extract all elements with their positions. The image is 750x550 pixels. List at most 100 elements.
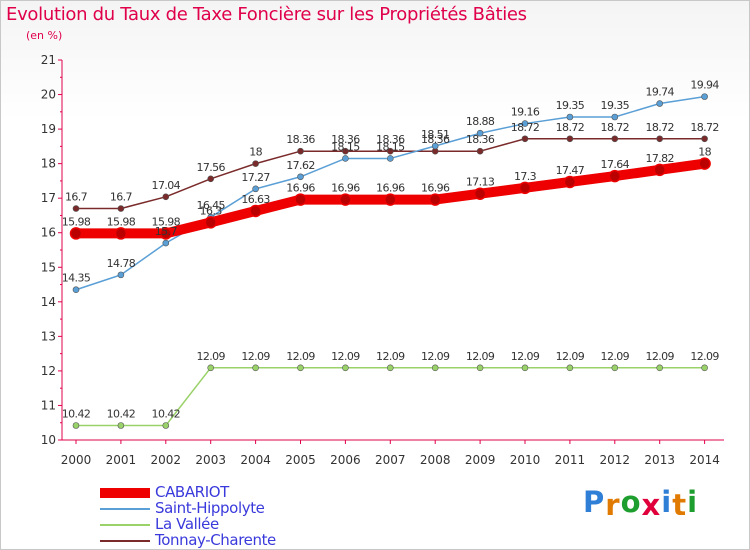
data-label: 16.96 [421, 182, 450, 195]
data-point [204, 216, 217, 229]
data-point [114, 227, 128, 240]
data-label: 12.09 [466, 350, 495, 363]
data-point [431, 142, 439, 150]
legend-swatch [100, 488, 150, 498]
y-tick-label: 13 [41, 329, 56, 343]
data-label: 12.09 [241, 350, 270, 363]
data-label: 18.36 [286, 133, 315, 146]
chart-subtitle: (en %) [26, 29, 63, 42]
data-point [521, 120, 529, 127]
data-point [431, 364, 439, 372]
x-tick-label: 2013 [644, 453, 675, 467]
data-label: 17.13 [466, 176, 495, 189]
x-tick-label: 2002 [151, 453, 182, 467]
legend-label: Saint-Hippolyte [155, 499, 265, 517]
data-label: 15.98 [107, 215, 136, 228]
data-point [117, 271, 125, 279]
data-label: 16.96 [376, 182, 405, 195]
data-label: 12.09 [556, 350, 585, 363]
data-point [701, 364, 708, 372]
data-label: 19.35 [601, 99, 630, 112]
data-point [656, 135, 664, 143]
legend-swatch [100, 508, 150, 510]
x-tick-label: 2006 [330, 453, 361, 467]
x-tick-label: 2005 [285, 453, 316, 467]
data-point [342, 147, 349, 155]
data-point [162, 193, 170, 201]
data-label: 16.7 [110, 191, 133, 204]
data-point [521, 135, 529, 143]
data-point [342, 155, 349, 162]
data-point [72, 286, 80, 294]
data-point [72, 422, 80, 429]
y-tick-label: 10 [41, 433, 56, 447]
data-point [249, 204, 262, 218]
data-label: 18.36 [466, 133, 495, 146]
data-label: 10.42 [107, 407, 136, 420]
data-point [297, 173, 304, 181]
y-tick-label: 17 [41, 191, 56, 205]
data-point [701, 93, 708, 100]
data-point [476, 147, 484, 155]
data-point [117, 205, 125, 212]
data-label: 17.56 [196, 161, 225, 174]
x-tick-label: 2012 [600, 453, 631, 467]
data-point [117, 422, 125, 429]
data-label: 12.09 [331, 350, 360, 363]
data-label: 18.51 [421, 128, 450, 141]
y-tick-label: 15 [41, 260, 56, 274]
data-label: 12.09 [690, 350, 719, 363]
data-label: 16.3 [200, 204, 223, 217]
x-tick-label: 2001 [106, 453, 137, 467]
chart-title: Evolution du Taux de Taxe Foncière sur l… [6, 4, 527, 25]
data-point [342, 364, 349, 372]
x-tick-label: 2010 [510, 453, 541, 467]
logo-letter: i [687, 485, 699, 519]
data-label: 19.16 [511, 106, 540, 119]
logo-letter: r [605, 488, 621, 522]
data-label: 18.15 [331, 140, 360, 153]
y-tick-label: 12 [41, 364, 56, 378]
data-label: 12.09 [286, 350, 315, 363]
data-label: 17.82 [645, 152, 674, 165]
data-label: 12.09 [196, 350, 225, 363]
y-tick-label: 19 [41, 122, 56, 136]
data-label: 18.72 [601, 121, 630, 134]
data-point [72, 205, 80, 212]
data-point [386, 147, 394, 155]
data-point [476, 364, 484, 372]
data-label: 16.96 [286, 182, 315, 195]
data-point [207, 175, 214, 183]
data-point [428, 193, 442, 206]
legend-swatch [100, 524, 150, 526]
logo-letter: i [661, 485, 673, 519]
data-label: 10.42 [152, 407, 181, 420]
y-tick-label: 18 [41, 157, 56, 171]
data-label: 17.47 [556, 164, 585, 177]
logo-letter: x [641, 488, 662, 522]
data-label: 17.64 [601, 158, 630, 171]
data-label: 18 [249, 146, 262, 159]
data-label: 12.09 [645, 350, 674, 363]
data-point [386, 155, 394, 162]
data-label: 18.72 [511, 121, 540, 134]
data-label: 17.04 [152, 179, 181, 192]
logo-letter: t [672, 488, 688, 522]
data-point [297, 364, 304, 372]
data-label: 18.72 [556, 121, 585, 134]
x-tick-label: 2011 [555, 453, 586, 467]
legend-label: La Vallée [155, 515, 219, 533]
data-label: 12.09 [421, 350, 450, 363]
data-point [162, 422, 170, 429]
data-point [656, 100, 664, 107]
legend-swatch [100, 540, 150, 542]
data-point [476, 129, 484, 137]
data-point [608, 169, 622, 183]
data-point [386, 364, 394, 372]
data-label: 16.96 [331, 182, 360, 195]
y-tick-label: 21 [41, 53, 56, 67]
data-label: 16.63 [241, 193, 270, 206]
data-label: 15.7 [155, 225, 178, 238]
data-point [656, 364, 664, 372]
